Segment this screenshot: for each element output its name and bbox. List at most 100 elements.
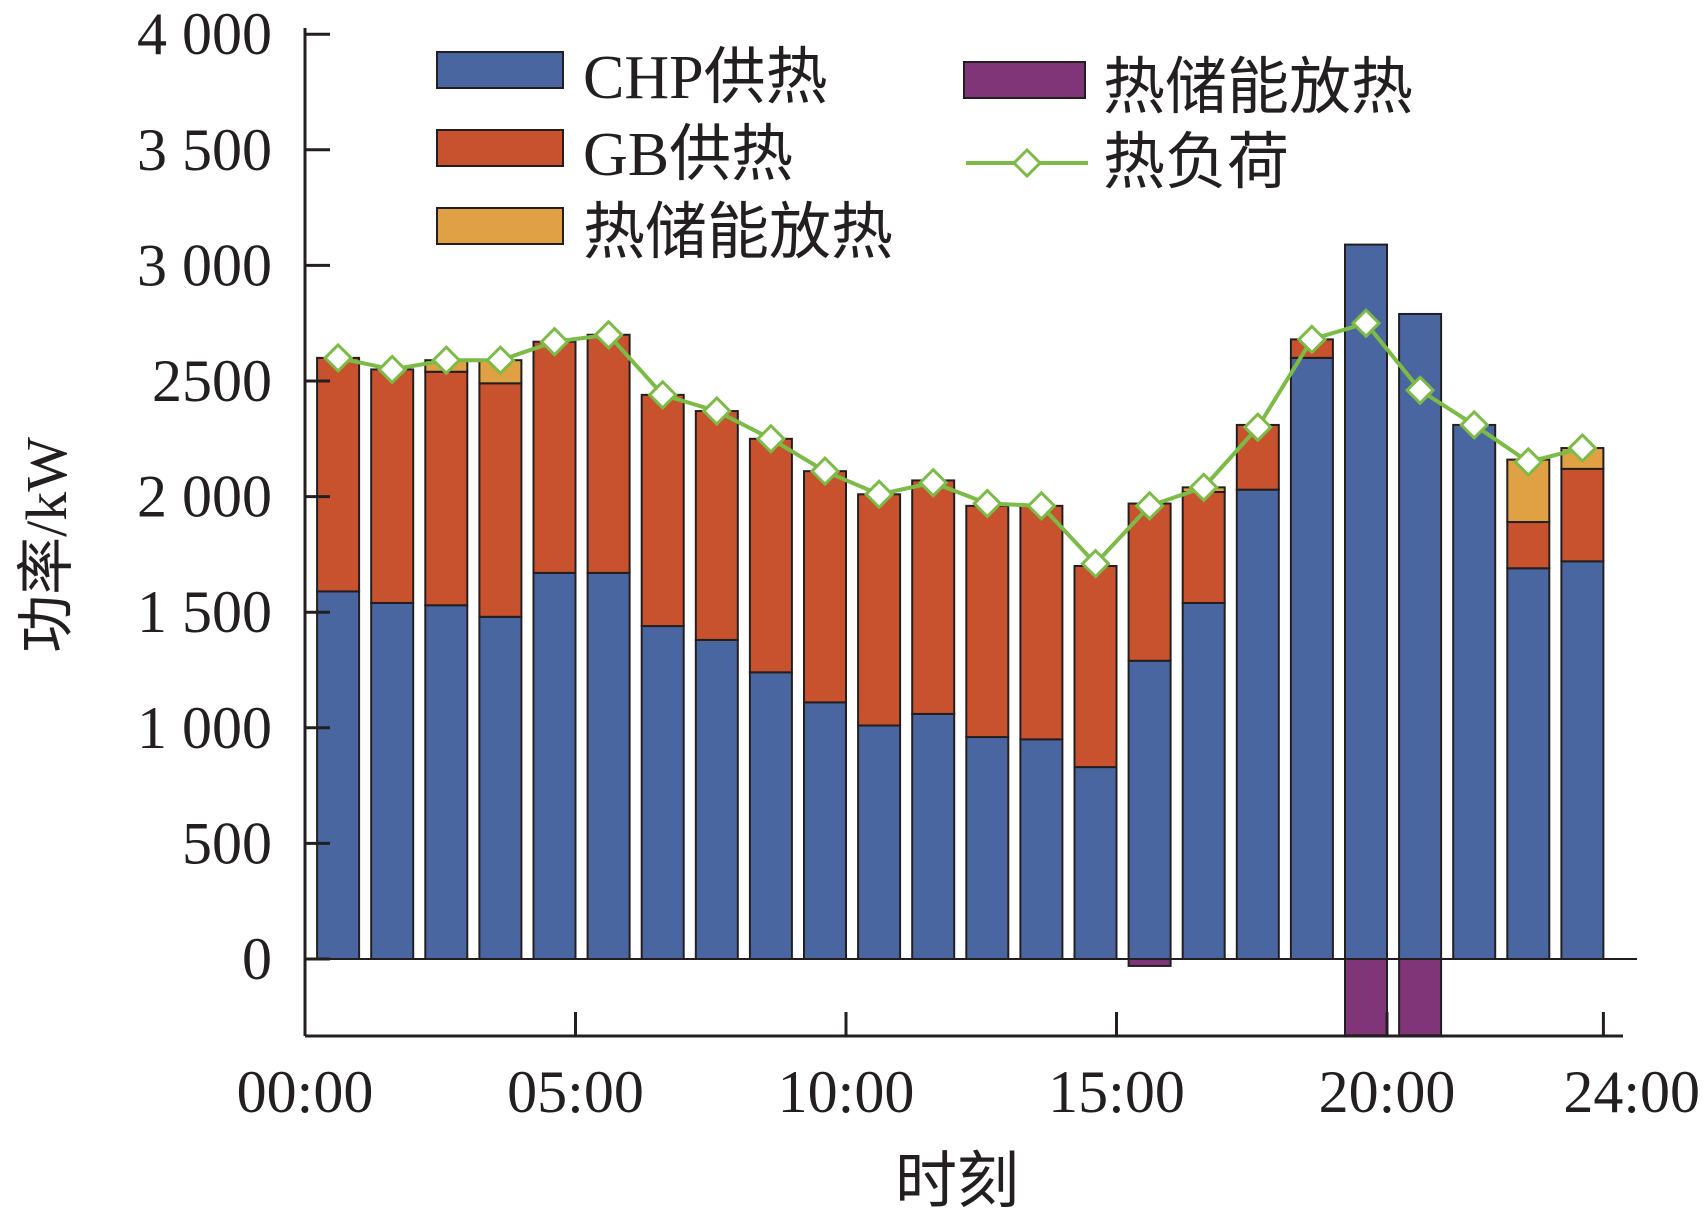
bar-segment-gb bbox=[748, 437, 793, 674]
x-tick-label: 00:00 bbox=[237, 1059, 374, 1125]
legend-marker-heat-load bbox=[1011, 147, 1043, 179]
legend-swatch-storage-charge bbox=[963, 61, 1086, 99]
bar-segment-chp bbox=[1289, 356, 1334, 960]
bar-segment-chp bbox=[1398, 312, 1443, 960]
heat-load-point bbox=[1080, 548, 1111, 579]
bar-segment-chp bbox=[965, 736, 1010, 960]
heat-load-point bbox=[539, 326, 570, 357]
bar-segment-chp bbox=[1506, 567, 1551, 960]
legend-swatch-storage-discharge bbox=[436, 207, 564, 245]
bar-segment-gb bbox=[532, 340, 577, 574]
x-tick-label: 15:00 bbox=[1048, 1059, 1185, 1125]
heat-load-point bbox=[1567, 432, 1598, 464]
bar-segment-chp bbox=[424, 604, 469, 960]
y-ticks: 0 500 1 000 1 500 2 000 2500 3 000 3 500 4 000 bbox=[137, 1, 330, 992]
bar-segment-chp bbox=[1127, 659, 1172, 960]
bar-segment-chp bbox=[316, 590, 361, 961]
bar-segment-chp bbox=[857, 724, 902, 960]
legend-swatch-gb bbox=[436, 129, 564, 167]
heat-load-point bbox=[1459, 409, 1490, 441]
bar-segment-chp bbox=[370, 601, 415, 961]
bar-segment-gb bbox=[694, 410, 739, 641]
heat-load-point bbox=[377, 354, 408, 385]
y-tick-label: 500 bbox=[182, 810, 272, 876]
bar-segment-chp bbox=[1560, 560, 1605, 960]
heat-load-point bbox=[1134, 490, 1165, 521]
heat-load-point bbox=[863, 479, 895, 510]
y-tick-label: 2 000 bbox=[137, 464, 272, 530]
heat-load-line-layer bbox=[322, 308, 1598, 579]
bar-segment-gb bbox=[424, 370, 469, 607]
heat-load-point bbox=[322, 342, 354, 374]
bar-segment-chp bbox=[1344, 243, 1388, 961]
legend-swatch-chp bbox=[436, 51, 564, 89]
bar-segment-chp bbox=[1235, 488, 1280, 960]
y-axis-title: 功率/kW bbox=[14, 437, 79, 653]
heat-load-point bbox=[1404, 375, 1436, 406]
bar-segment-gb bbox=[965, 504, 1010, 739]
x-axis-title: 时刻 bbox=[895, 1148, 1019, 1212]
bar-segment-chp bbox=[911, 712, 956, 960]
bar-segment-gb bbox=[478, 382, 523, 618]
axes-layer bbox=[303, 28, 1637, 1038]
x-tick-label: 05:00 bbox=[507, 1059, 644, 1125]
bar-segment-gb bbox=[911, 479, 956, 715]
x-tick-label: 20:00 bbox=[1319, 1059, 1456, 1125]
heat-load-point bbox=[1296, 324, 1328, 355]
legend-label-chp: CHP供热 bbox=[583, 44, 828, 112]
bar-segment-gb bbox=[1127, 502, 1172, 662]
heat-load-point bbox=[485, 345, 516, 376]
bar-segment-storage-charge bbox=[1127, 958, 1172, 967]
bar-segment-chp bbox=[748, 671, 793, 960]
bar-segment-chp bbox=[640, 625, 685, 961]
bar-segment-chp bbox=[803, 701, 847, 960]
y-tick-label: 4 000 bbox=[137, 1, 272, 67]
bars-layer bbox=[316, 243, 1605, 1037]
bar-segment-gb bbox=[1073, 564, 1118, 769]
bar-segment-gb bbox=[857, 493, 902, 727]
bar-segment-gb bbox=[1506, 521, 1551, 570]
y-tick-label: 2500 bbox=[152, 348, 272, 414]
legend-label-heat-load: 热负荷 bbox=[1103, 129, 1289, 197]
bar-segment-chp bbox=[478, 615, 523, 960]
bar-segment-chp bbox=[532, 571, 577, 960]
legend-label-gb: GB供热 bbox=[583, 121, 793, 189]
bar-segment-chp bbox=[1452, 423, 1497, 961]
bar-segment-chp bbox=[586, 571, 631, 960]
heat-load-point bbox=[1350, 308, 1382, 339]
heat-load-point bbox=[1026, 490, 1057, 521]
legend-label-storage-charge: 热储能放热 bbox=[1103, 54, 1413, 122]
y-tick-label: 3 500 bbox=[137, 117, 272, 183]
bar-segment-gb bbox=[640, 393, 685, 628]
bar-segment-chp bbox=[1181, 601, 1226, 961]
bar-segment-gb bbox=[370, 368, 415, 604]
bar-segment-chp bbox=[694, 638, 739, 960]
x-ticks: 00:00 05:00 10:00 15:00 20:00 24:00 bbox=[237, 1012, 1700, 1125]
heat-load-point bbox=[918, 467, 949, 498]
x-tick-label: 24:00 bbox=[1563, 1059, 1700, 1125]
y-tick-label: 3 000 bbox=[137, 232, 272, 298]
bar-segment-gb bbox=[586, 333, 631, 574]
heat-load-point bbox=[972, 488, 1003, 519]
bar-segment-gb bbox=[1019, 504, 1064, 741]
heat-load-point bbox=[431, 345, 462, 376]
legend: CHP供热 GB供热 热储能放热 热储能放热 热负荷 bbox=[436, 44, 1413, 267]
heat-load-point bbox=[1513, 446, 1544, 478]
bar-segment-storage-charge bbox=[1344, 958, 1388, 1037]
y-tick-label: 1 500 bbox=[137, 579, 272, 645]
heat-load-point bbox=[701, 395, 732, 427]
x-tick-label: 10:00 bbox=[778, 1059, 915, 1125]
heat-load-line bbox=[337, 320, 1583, 567]
bar-segment-storage-charge bbox=[1398, 958, 1443, 1037]
heat-load-point bbox=[1242, 412, 1273, 443]
heat-load-point bbox=[755, 423, 787, 454]
heat-load-point bbox=[809, 456, 841, 487]
heat-load-point bbox=[1188, 472, 1219, 503]
bar-segment-chp bbox=[1019, 738, 1064, 960]
bar-segment-gb bbox=[316, 356, 361, 593]
y-tick-label: 0 bbox=[242, 926, 272, 992]
heat-load-point bbox=[593, 319, 624, 350]
legend-label-storage-discharge: 热储能放热 bbox=[583, 199, 893, 267]
